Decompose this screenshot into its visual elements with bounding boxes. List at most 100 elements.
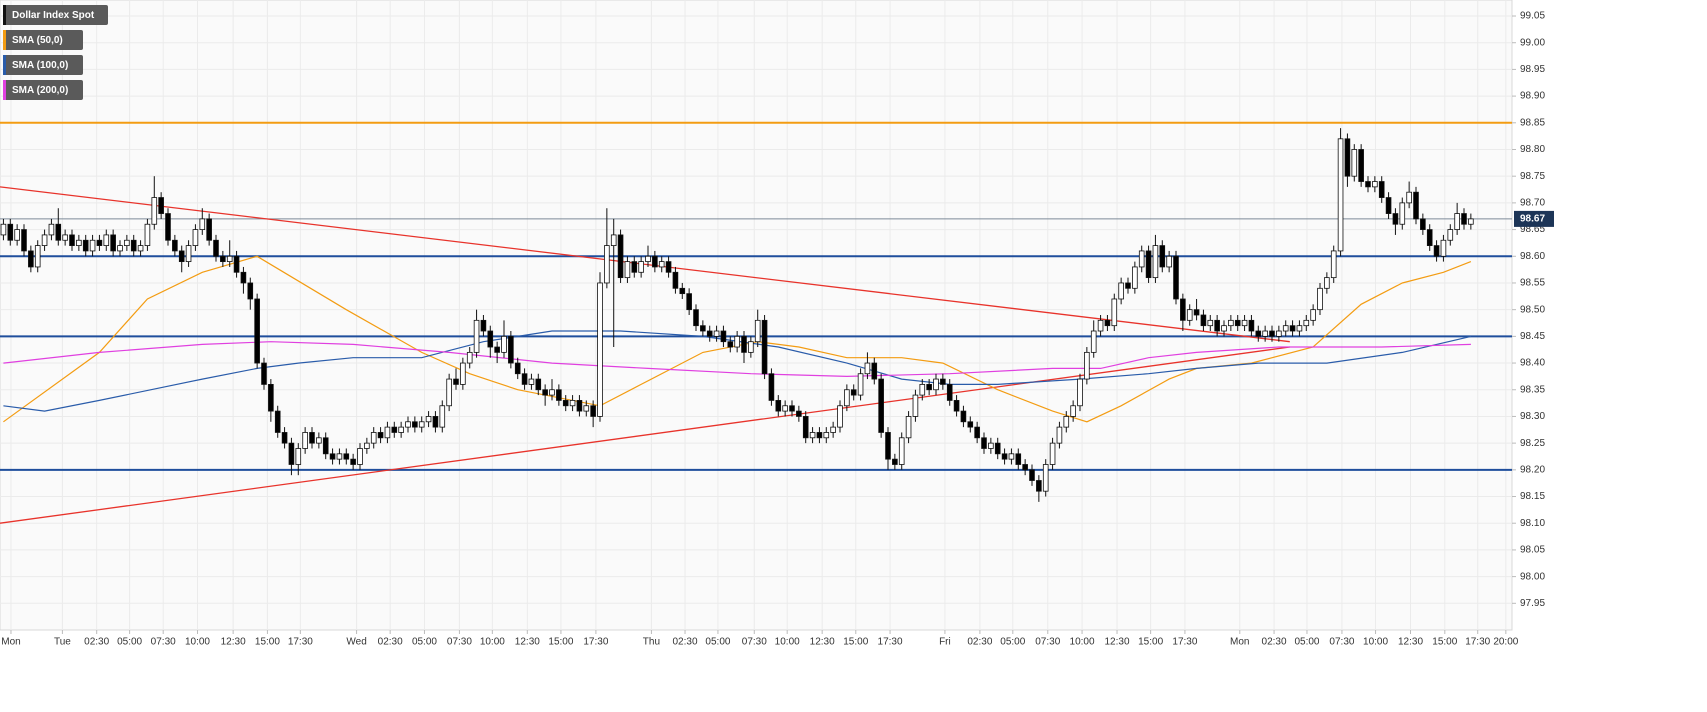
candle-body [199, 218, 206, 230]
candle-body [727, 341, 734, 348]
candle-body [34, 245, 41, 268]
candle-body [693, 309, 699, 327]
candle-body [850, 389, 857, 396]
candle-body [1084, 351, 1090, 380]
candle-body [1001, 453, 1008, 460]
candle-body [1344, 138, 1351, 177]
candle-body [775, 400, 782, 412]
candle-body [364, 442, 370, 449]
legend-label: Dollar Index Spot [12, 10, 95, 21]
candle-body [1255, 330, 1262, 337]
candle-body [1207, 319, 1214, 327]
candle-body [1358, 149, 1364, 182]
candle-body [1420, 218, 1426, 230]
candle-body [542, 389, 548, 396]
candle-body [1337, 138, 1344, 252]
sma-line [3, 255, 1472, 423]
candle-body [48, 223, 55, 236]
x-tick-label: 10:00 [1070, 637, 1095, 648]
candle-body [96, 239, 103, 246]
candle-body [905, 416, 912, 439]
candle-body [953, 400, 960, 412]
candle-body [720, 330, 727, 343]
candle-body [549, 389, 555, 396]
candle-body [789, 405, 795, 412]
candle-body [316, 437, 322, 444]
y-tick-label: 97.95 [1520, 598, 1545, 609]
x-tick-label: 02:30 [84, 637, 109, 648]
x-tick-label: Wed [346, 637, 366, 648]
candle-body [1111, 298, 1118, 327]
x-tick-label: 02:30 [378, 637, 403, 648]
legend-box [3, 80, 83, 100]
candle-body [165, 213, 171, 241]
x-tick-label: 07:30 [447, 637, 472, 648]
y-tick-label: 99.05 [1520, 11, 1545, 22]
candle-body [1138, 250, 1145, 268]
candle-body [501, 335, 507, 353]
candle-body [1303, 319, 1310, 327]
candle-body [562, 400, 569, 407]
x-tick-label: 02:30 [1262, 637, 1287, 648]
candle-body [233, 255, 240, 273]
candle-body [1372, 181, 1378, 188]
candle-body [343, 453, 350, 460]
candle-body [610, 234, 617, 246]
candle-body [556, 389, 562, 401]
candle-body [1097, 319, 1104, 332]
candle-body [247, 282, 254, 300]
candle-body [816, 432, 823, 439]
candle-body [1022, 464, 1028, 471]
candle-body [919, 384, 926, 396]
x-tick-label: 15:00 [255, 637, 280, 648]
candle-body [158, 197, 164, 214]
candle-body [329, 453, 336, 460]
x-tick-label: 10:00 [480, 637, 505, 648]
x-tick-label: 10:00 [775, 637, 800, 648]
x-tick-label: 12:30 [515, 637, 540, 648]
candle-body [796, 410, 802, 417]
x-tick-label: 02:30 [673, 637, 698, 648]
candle-body [357, 448, 363, 465]
y-tick-label: 98.00 [1520, 571, 1545, 582]
candle-body [1029, 469, 1035, 481]
candle-body [1152, 245, 1159, 279]
candle-body [583, 405, 590, 412]
y-tick-label: 98.85 [1520, 117, 1545, 128]
candle-body [103, 234, 110, 246]
candle-body [645, 255, 651, 263]
candle-body [988, 442, 994, 449]
x-tick-label: 07:30 [1329, 637, 1354, 648]
x-tick-label: 07:30 [742, 637, 767, 648]
candle-body [1406, 191, 1412, 204]
candle-body [28, 250, 34, 268]
candle-body [768, 373, 775, 401]
candle-body [576, 400, 583, 412]
candle-body [871, 362, 878, 380]
x-tick-label: 15:00 [843, 637, 868, 648]
candle-body [398, 426, 404, 433]
candle-body [734, 335, 740, 348]
candle-body [110, 234, 116, 252]
candle-body [1426, 229, 1433, 246]
candle-body [1282, 325, 1289, 332]
x-tick-label: 12:30 [810, 637, 835, 648]
candle-body [926, 384, 932, 391]
candle-body [604, 245, 610, 284]
candle-body [638, 261, 644, 273]
x-tick-label: 15:00 [1138, 637, 1163, 648]
candle-body [473, 319, 480, 353]
candle-body [514, 362, 521, 375]
candle-body [1399, 202, 1406, 225]
last-price-box [1514, 210, 1554, 227]
candle-body [1248, 319, 1255, 332]
candle-body [82, 239, 89, 252]
candle-body [981, 437, 987, 449]
candle-body [240, 271, 247, 284]
candle-body [1049, 442, 1056, 465]
candle-body [1234, 319, 1241, 327]
x-tick-label: Tue [54, 637, 71, 648]
candle-body [1365, 181, 1371, 188]
candle-body [412, 421, 418, 428]
candle-body [446, 378, 452, 407]
